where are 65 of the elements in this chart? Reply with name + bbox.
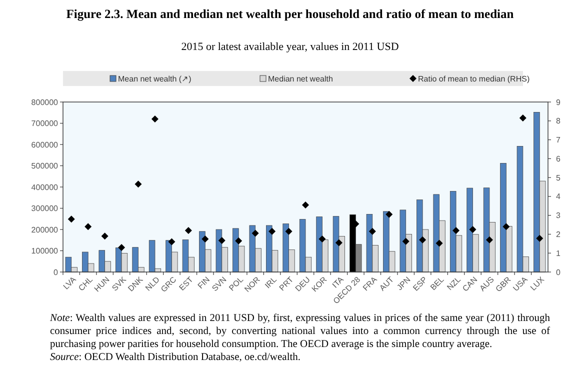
point — [469, 226, 476, 233]
x-tick-label: NZL — [445, 274, 463, 292]
chart-title: Figure 2.3. Mean and median net wealth per household and ratio of mean to median — [66, 7, 514, 21]
legend-label: Median net wealth — [268, 74, 333, 84]
x-tick-label: FIN — [196, 274, 212, 291]
point — [536, 234, 544, 242]
point — [519, 114, 526, 122]
point — [202, 235, 209, 242]
chart-subtitle: 2015 or latest available year, values in 2011 USD — [181, 41, 399, 53]
point — [68, 216, 75, 223]
point — [218, 236, 226, 244]
point — [285, 228, 292, 235]
y2-tick-label: 9 — [556, 98, 561, 107]
y2-tick-label: 6 — [556, 154, 561, 164]
y2-tick-label: 0 — [556, 268, 561, 277]
point — [168, 238, 176, 246]
point — [318, 235, 326, 242]
point — [268, 228, 276, 235]
point — [302, 201, 309, 208]
source-note: Source: OECD Wealth Distribution Database, oe.cd/wealth. — [50, 351, 302, 364]
y2-tick-label: 2 — [556, 230, 561, 240]
x-tick-label: NLD — [144, 274, 162, 293]
point — [368, 228, 376, 235]
point — [84, 223, 92, 230]
y-tick-label: 500000 — [31, 162, 59, 171]
y-tick-label: 300000 — [31, 204, 59, 214]
y-tick-label: 200000 — [31, 225, 59, 234]
point — [235, 237, 242, 244]
point — [252, 230, 259, 237]
y2-tick-label: 4 — [556, 192, 561, 202]
y-tick-label: 700000 — [31, 119, 59, 128]
point — [386, 210, 393, 218]
point — [436, 240, 443, 247]
y-tick-label: 600000 — [31, 140, 59, 150]
point — [335, 239, 342, 246]
point — [502, 223, 510, 230]
x-tick-label: POL — [227, 274, 246, 293]
y-tick-label: 0 — [54, 268, 59, 277]
point — [118, 244, 126, 251]
x-tick-label: JPN — [395, 274, 412, 292]
point — [486, 236, 493, 244]
y2-tick-label: 8 — [556, 116, 561, 126]
point — [184, 226, 192, 234]
y-tick-label: 100000 — [31, 246, 59, 256]
x-tick-label: IRL — [263, 274, 279, 290]
y-tick-label: 800000 — [31, 98, 59, 107]
x-tick-label: LVA — [62, 274, 78, 292]
x-tick-label: CHL — [76, 274, 95, 293]
y2-tick-label: 7 — [556, 136, 561, 145]
point — [101, 232, 108, 240]
legend-label: Mean net wealth (↗) — [118, 74, 192, 84]
x-tick-label: USA — [511, 274, 530, 294]
y2-tick-label: 5 — [556, 173, 561, 182]
point — [134, 180, 142, 188]
y2-tick-label: 3 — [556, 211, 561, 220]
x-tick-label: BEL — [428, 274, 446, 292]
point — [402, 238, 410, 245]
y2-tick-label: 1 — [556, 248, 561, 258]
point — [419, 236, 426, 244]
legend-label: Ratio of mean to median (RHS) — [418, 74, 530, 84]
y-tick-label: 400000 — [31, 182, 59, 192]
text: Note: Wealth values are expressed in 2011 USD by, first, expressing values in prices of the same year (2011) through consumer price indices and, second, by converting national values into a common currency through the use of purchasing power parities for household consumption. The OECD average is the simple country average. — [50, 312, 550, 351]
x-tick-label: FRA — [361, 274, 380, 293]
point — [151, 116, 158, 122]
point — [452, 226, 460, 234]
